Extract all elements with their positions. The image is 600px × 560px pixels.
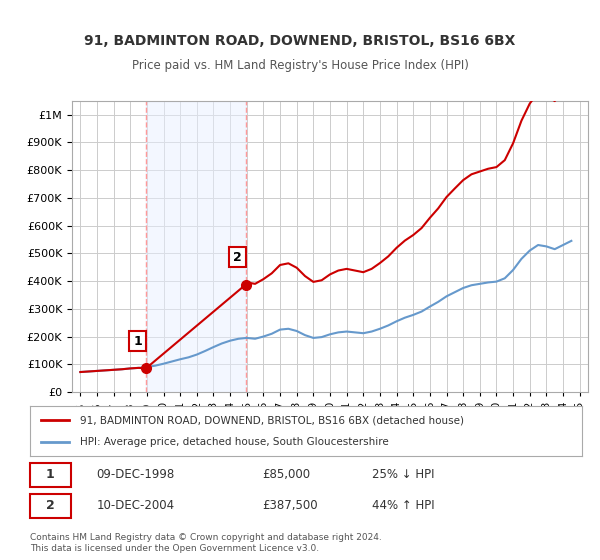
Text: Contains HM Land Registry data © Crown copyright and database right 2024.
This d: Contains HM Land Registry data © Crown c… [30, 533, 382, 553]
Text: 10-DEC-2004: 10-DEC-2004 [96, 500, 175, 512]
Bar [146, 101, 246, 392]
Text: 1: 1 [46, 469, 55, 482]
Text: 1: 1 [133, 335, 142, 348]
Text: 91, BADMINTON ROAD, DOWNEND, BRISTOL, BS16 6BX: 91, BADMINTON ROAD, DOWNEND, BRISTOL, BS… [85, 34, 515, 48]
Text: 2: 2 [46, 500, 55, 512]
Text: 2: 2 [233, 251, 242, 264]
Text: £387,500: £387,500 [262, 500, 317, 512]
Text: HPI: Average price, detached house, South Gloucestershire: HPI: Average price, detached house, Sout… [80, 437, 388, 447]
Text: 25% ↓ HPI: 25% ↓ HPI [372, 469, 435, 482]
Text: Price paid vs. HM Land Registry's House Price Index (HPI): Price paid vs. HM Land Registry's House … [131, 59, 469, 72]
Text: 44% ↑ HPI: 44% ↑ HPI [372, 500, 435, 512]
Text: 91, BADMINTON ROAD, DOWNEND, BRISTOL, BS16 6BX (detached house): 91, BADMINTON ROAD, DOWNEND, BRISTOL, BS… [80, 415, 464, 425]
Text: £85,000: £85,000 [262, 469, 310, 482]
FancyBboxPatch shape [30, 463, 71, 487]
FancyBboxPatch shape [30, 494, 71, 518]
Text: 09-DEC-1998: 09-DEC-1998 [96, 469, 175, 482]
